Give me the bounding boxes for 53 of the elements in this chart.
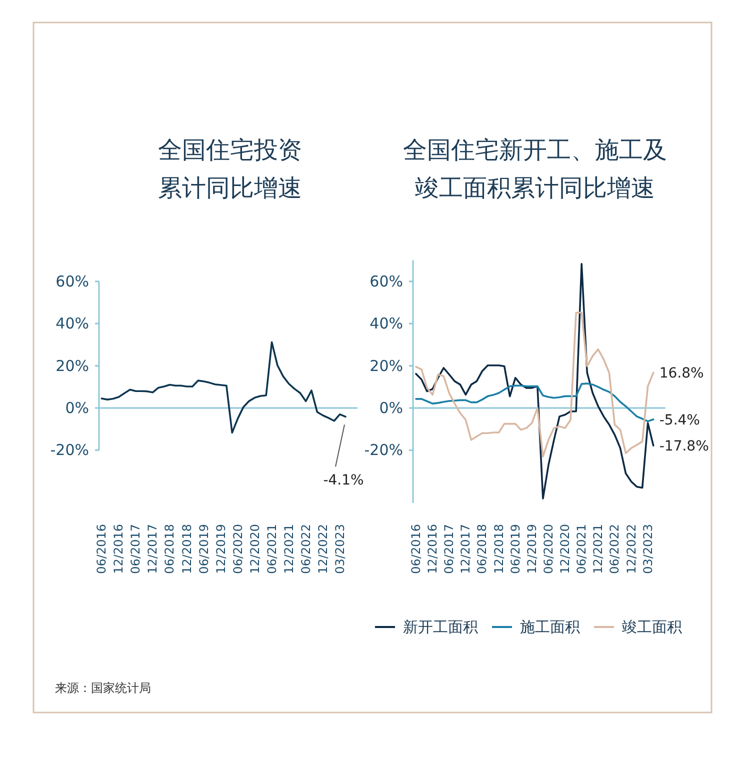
x-tick-label: 12/2021 xyxy=(591,524,606,574)
y-tick-label: 20% xyxy=(56,356,89,375)
x-tick-label: 12/2016 xyxy=(426,524,440,574)
x-tick-label: 06/2016 xyxy=(94,524,109,574)
y-tick-label: -20% xyxy=(364,441,403,460)
legend-label: 施工面积 xyxy=(520,618,580,636)
x-tick-label: 12/2019 xyxy=(524,524,539,574)
x-tick-label: 06/2019 xyxy=(508,524,522,574)
legend-label: 竣工面积 xyxy=(622,618,682,636)
y-tick-label: -20% xyxy=(50,441,89,460)
x-tick-label: 12/2018 xyxy=(180,524,194,574)
y-tick-label: 0% xyxy=(379,399,403,417)
x-tick-label: 12/2017 xyxy=(458,524,473,574)
x-tick-label: 06/2022 xyxy=(298,524,313,574)
x-tick-label: 06/2020 xyxy=(230,524,245,574)
y-tick-label: 60% xyxy=(370,272,403,290)
x-tick-label: 06/2017 xyxy=(128,524,143,574)
chart-title: 全国住宅投资累计同比增速 xyxy=(158,136,302,202)
x-tick-label: 12/2021 xyxy=(282,524,296,574)
legend-item: 施工面积 xyxy=(492,618,580,636)
x-tick-label: 06/2018 xyxy=(162,524,177,574)
source-note: 来源：国家统计局 xyxy=(55,681,151,695)
x-tick-label: 06/2021 xyxy=(264,524,279,574)
x-tick-label: 12/2017 xyxy=(146,524,160,574)
legend-item: 新开工面积 xyxy=(375,618,478,636)
data-label: -5.4% xyxy=(659,412,700,428)
chart-title: 全国住宅新开工、施工及竣工面积累计同比增速 xyxy=(403,136,667,202)
legend-item: 竣工面积 xyxy=(594,618,682,636)
x-tick-label: 06/2019 xyxy=(196,524,211,574)
x-tick-label: 12/2016 xyxy=(112,524,126,574)
y-tick-label: 20% xyxy=(370,356,403,375)
x-tick-label: 03/2023 xyxy=(640,524,655,574)
x-tick-label: 12/2018 xyxy=(492,524,506,574)
x-tick-label: 06/2017 xyxy=(442,524,456,574)
legend-label: 新开工面积 xyxy=(403,618,478,636)
x-tick-label: 03/2023 xyxy=(332,524,347,574)
x-tick-label: 12/2022 xyxy=(316,524,330,574)
data-label: -17.8% xyxy=(659,438,709,455)
data-label: 16.8% xyxy=(659,366,704,382)
x-tick-label: 12/2022 xyxy=(624,524,638,574)
x-tick-label: 06/2022 xyxy=(608,524,622,574)
y-tick-label: 0% xyxy=(65,399,89,417)
y-tick-label: 40% xyxy=(370,314,403,333)
x-tick-label: 06/2021 xyxy=(574,524,589,574)
y-tick-label: 60% xyxy=(56,272,89,290)
y-tick-label: 40% xyxy=(56,314,89,333)
data-label: -4.1% xyxy=(323,472,364,489)
x-tick-label: 12/2020 xyxy=(248,524,262,574)
x-tick-label: 12/2020 xyxy=(558,524,572,574)
x-tick-label: 12/2019 xyxy=(214,524,228,574)
x-tick-label: 06/2020 xyxy=(541,524,556,574)
x-tick-label: 06/2018 xyxy=(475,524,490,574)
x-tick-label: 06/2016 xyxy=(409,524,423,574)
